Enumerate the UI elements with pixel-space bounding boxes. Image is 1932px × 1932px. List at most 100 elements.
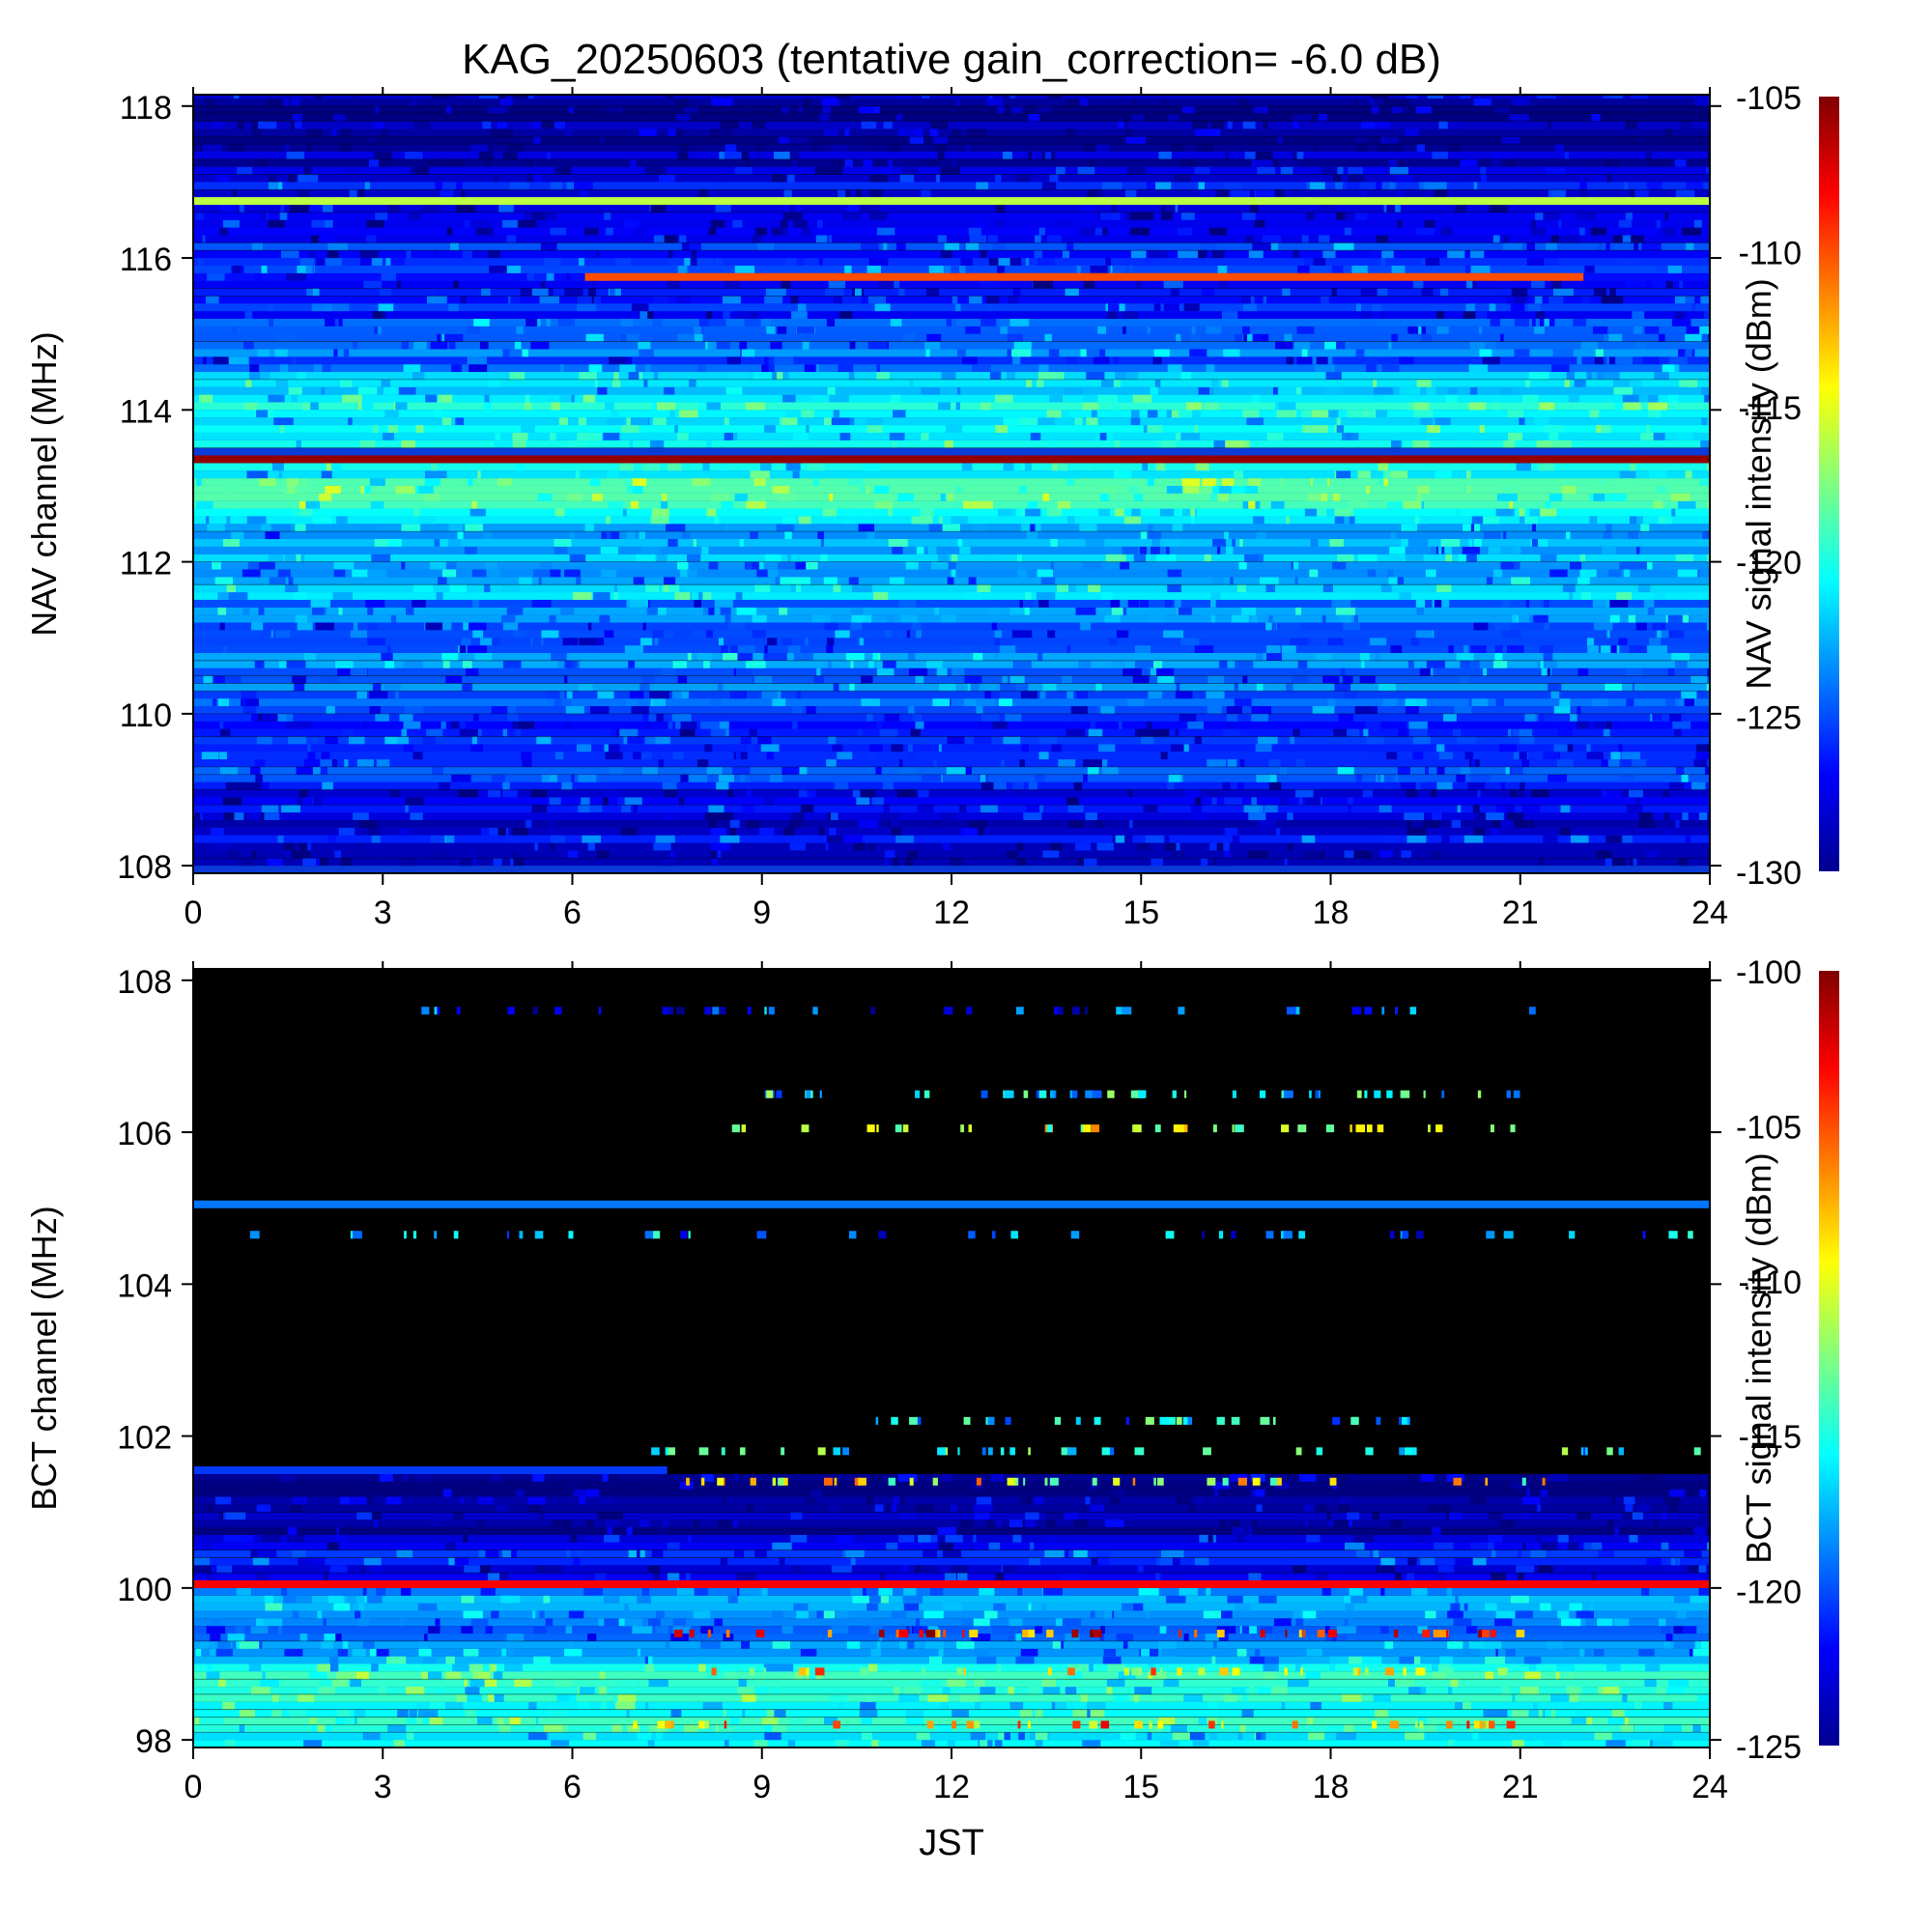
noise-cell (620, 827, 638, 836)
noise-cell (1519, 516, 1525, 525)
noise-cell (638, 341, 651, 350)
noise-cell (522, 759, 532, 767)
noise-cell (1555, 1671, 1560, 1680)
noise-cell (284, 144, 290, 152)
signal-segment (1054, 1007, 1059, 1015)
noise-cell (1508, 296, 1516, 304)
noise-cell (401, 858, 417, 867)
noise-cell (778, 561, 796, 570)
noise-cell (1616, 835, 1633, 843)
noise-cell (1116, 850, 1131, 859)
noise-cell (1018, 1732, 1025, 1741)
noise-cell (758, 827, 775, 836)
noise-cell (1108, 303, 1120, 312)
noise-cell (929, 1587, 944, 1596)
noise-cell (599, 1671, 606, 1680)
noise-cell (1165, 539, 1180, 547)
noise-cell (1622, 1512, 1633, 1520)
noise-cell (1076, 98, 1089, 106)
noise-cell (501, 1549, 512, 1558)
noise-cell (693, 333, 703, 342)
signal-segment (352, 1231, 362, 1239)
noise-cell (567, 805, 585, 813)
signal-segment (960, 1124, 964, 1133)
signal-segment (968, 1124, 973, 1133)
noise-cell (1373, 1693, 1391, 1702)
noise-cell (605, 721, 623, 729)
noise-cell (1626, 789, 1643, 798)
noise-cell (489, 128, 494, 137)
noise-cell (1426, 386, 1436, 395)
noise-cell (864, 485, 869, 494)
noise-cell (1670, 493, 1690, 501)
noise-cell (1589, 410, 1600, 418)
signal-segment (991, 1231, 996, 1239)
noise-cell (284, 1648, 303, 1657)
noise-cell (1654, 1520, 1658, 1527)
noise-cell (533, 158, 539, 167)
noise-cell (1016, 554, 1022, 562)
noise-cell (1641, 1587, 1650, 1596)
noise-cell (591, 638, 605, 646)
signal-segment (1046, 1124, 1053, 1133)
noise-cell (1629, 516, 1637, 525)
signal-segment (741, 1124, 747, 1133)
noise-cell (1423, 516, 1428, 525)
noise-cell (1167, 569, 1182, 578)
noise-cell (1306, 1534, 1321, 1543)
noise-cell (1347, 174, 1365, 183)
noise-cell (1073, 1520, 1089, 1527)
noise-cell (236, 1587, 251, 1596)
noise-cell (1474, 812, 1487, 820)
noise-cell (1169, 1573, 1184, 1581)
noise-cell (1139, 546, 1148, 554)
noise-cell (1033, 280, 1054, 289)
noise-cell (361, 402, 374, 411)
noise-cell (1377, 774, 1381, 782)
noise-cell (511, 850, 518, 859)
noise-cell (1464, 265, 1471, 273)
signal-segment (833, 1447, 841, 1456)
noise-cell (1017, 1587, 1023, 1596)
noise-cell (718, 638, 724, 646)
band-row (193, 463, 1710, 471)
noise-cell (1079, 524, 1097, 532)
noise-cell (531, 827, 550, 836)
noise-cell (298, 508, 313, 517)
noise-cell (861, 675, 873, 684)
noise-cell (1656, 485, 1667, 494)
noise-cell (1224, 531, 1229, 540)
noise-cell (241, 1481, 250, 1490)
noise-cell (1110, 660, 1125, 668)
noise-cell (225, 812, 244, 820)
noise-cell (665, 1473, 672, 1482)
noise-cell (1479, 660, 1493, 668)
noise-cell (1415, 698, 1427, 707)
noise-cell (1276, 410, 1297, 418)
noise-cell (1664, 128, 1673, 137)
noise-cell (735, 752, 741, 760)
noise-cell (1469, 250, 1485, 259)
noise-cell (1158, 1648, 1162, 1657)
noise-cell (1507, 812, 1523, 820)
noise-cell (352, 569, 369, 578)
noise-cell (279, 212, 288, 220)
noise-cell (781, 105, 790, 114)
noise-cell (313, 205, 333, 213)
noise-cell (999, 645, 1016, 653)
noise-cell (291, 98, 300, 106)
noise-cell (1206, 326, 1222, 334)
band-row (193, 485, 1710, 494)
noise-cell (825, 288, 844, 297)
noise-cell (866, 1587, 882, 1596)
signal-segment (1693, 1447, 1701, 1456)
noise-cell (1494, 645, 1503, 653)
noise-cell (1373, 410, 1388, 418)
noise-cell (1432, 1663, 1442, 1672)
noise-cell (1084, 1747, 1102, 1755)
noise-cell (1134, 1687, 1152, 1694)
noise-cell (271, 1709, 282, 1718)
noise-cell (1359, 675, 1376, 684)
noise-cell (1500, 819, 1514, 828)
